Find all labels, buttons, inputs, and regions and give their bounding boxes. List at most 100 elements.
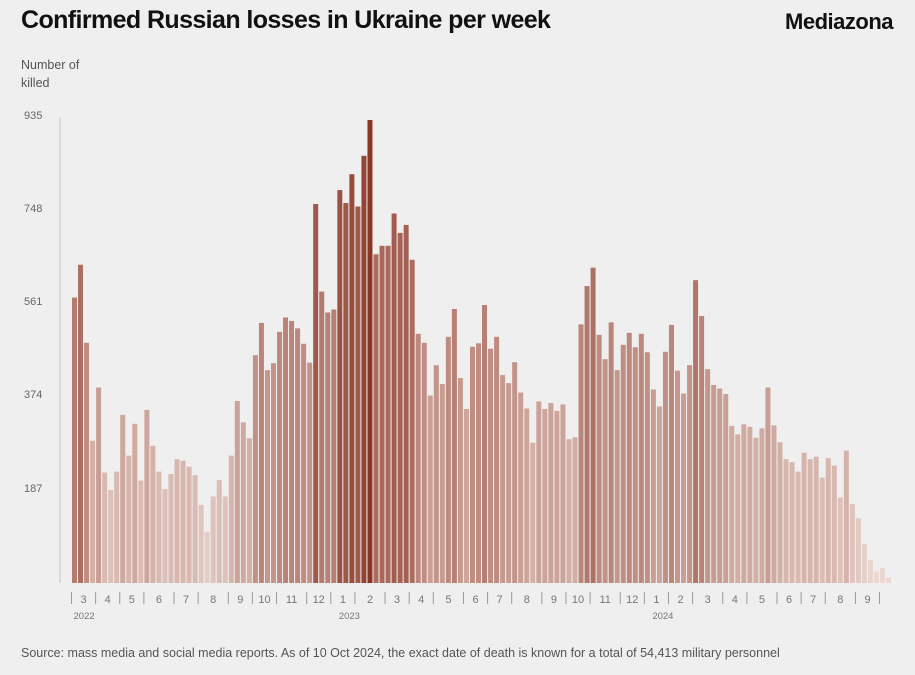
bar-week-22	[198, 504, 204, 583]
bar-week-130	[849, 503, 855, 583]
bar-week-85	[578, 324, 584, 583]
bar-week-114	[753, 437, 759, 583]
bar-week-125	[819, 477, 825, 583]
bar-week-79	[542, 408, 548, 583]
bar-week-60	[427, 395, 433, 583]
bar-week-30	[246, 438, 252, 583]
bar-week-67	[469, 346, 475, 583]
y-tick-label: 187	[24, 483, 43, 495]
bar-week-91	[614, 370, 620, 583]
bar-week-98	[656, 406, 662, 583]
bar-week-80	[548, 402, 554, 583]
bar-week-31	[252, 355, 258, 583]
x-tick-label: 8	[210, 594, 216, 606]
bar-week-113	[747, 426, 753, 583]
bar-week-51	[373, 254, 379, 583]
bar-week-72	[500, 375, 506, 583]
bar-week-33	[264, 370, 270, 583]
x-tick-label: 12	[626, 594, 638, 606]
bar-week-52	[379, 245, 385, 583]
bar-week-115	[759, 428, 765, 583]
bar-week-102	[681, 393, 687, 583]
x-tick-label: 9	[864, 594, 870, 606]
bar-week-111	[735, 434, 741, 583]
bar-week-103	[687, 365, 693, 583]
bar-week-70	[488, 348, 494, 583]
bar-week-23	[204, 531, 210, 583]
x-tick-label: 3	[394, 594, 400, 606]
bar-week-126	[825, 458, 831, 583]
bar-week-101	[675, 370, 680, 583]
bar-week-44	[331, 309, 337, 583]
bar-week-82	[560, 404, 566, 583]
bar-week-88	[596, 334, 602, 583]
bar-week-12	[138, 480, 144, 583]
x-tick-label: 9	[551, 594, 557, 606]
bar-week-2	[78, 264, 84, 583]
x-tick-label: 8	[524, 594, 530, 606]
x-tick-label: 5	[129, 594, 135, 606]
x-tick-label: 4	[105, 594, 111, 606]
bar-week-71	[494, 336, 500, 583]
x-tick-label: 11	[286, 594, 297, 606]
bar-week-105	[699, 315, 705, 583]
bar-week-40	[307, 362, 313, 583]
bar-week-120	[789, 462, 795, 583]
bar-week-47	[349, 174, 355, 583]
bar-week-133	[867, 560, 873, 583]
bar-week-62	[439, 384, 445, 583]
bar-week-86	[584, 286, 590, 583]
bar-week-134	[873, 571, 879, 583]
x-tick-label: 3	[81, 594, 87, 606]
bar-week-27	[228, 455, 234, 583]
bar-week-106	[705, 369, 711, 583]
bar-week-36	[283, 317, 289, 583]
bar-week-65	[457, 378, 463, 583]
bar-week-76	[524, 408, 530, 583]
bar-week-97	[650, 389, 656, 583]
bar-week-5	[96, 387, 102, 583]
bar-week-69	[482, 304, 488, 583]
bar-week-15	[156, 471, 162, 583]
bar-week-39	[301, 343, 307, 583]
bar-week-87	[590, 267, 596, 583]
bar-week-28	[234, 400, 240, 583]
bar-week-54	[391, 213, 397, 584]
x-tick-label: 2	[677, 594, 683, 606]
bar-week-14	[150, 445, 156, 583]
bar-week-49	[361, 155, 367, 584]
bar-week-118	[777, 442, 783, 583]
bar-week-13	[144, 409, 150, 583]
bar-week-92	[620, 344, 626, 583]
bar-week-74	[512, 362, 518, 583]
bar-week-21	[192, 475, 198, 583]
bar-week-24	[210, 496, 216, 583]
bar-week-117	[771, 425, 777, 583]
bar-week-99	[662, 351, 668, 583]
x-tick-label: 6	[472, 594, 478, 606]
bar-week-42	[319, 291, 325, 583]
y-tick-label: 748	[24, 203, 43, 215]
bar-week-132	[861, 544, 867, 583]
bar-week-56	[403, 224, 409, 583]
bar-week-127	[831, 465, 837, 583]
bar-week-135	[880, 568, 886, 583]
bar-week-73	[506, 383, 512, 583]
x-tick-label: 7	[810, 594, 816, 606]
bar-week-19	[180, 460, 186, 583]
bar-chart: 3 4 5 6 7 8 9 10 11 12 1 2 3 4 5 6 7 8 9 10 11 12 1 2 3 4 5 6 7 8 9202…	[59, 118, 892, 622]
bar-week-66	[463, 408, 469, 583]
x-tick-label: 7	[183, 594, 189, 606]
bar-week-17	[168, 474, 174, 583]
x-tick-label: 4	[732, 594, 738, 606]
bar-week-10	[126, 455, 132, 583]
source-note: Source: mass media and social media repo…	[21, 646, 780, 660]
bar-week-124	[813, 456, 819, 583]
bar-week-107	[711, 385, 717, 583]
y-tick-label: 935	[24, 110, 43, 122]
x-tick-label: 1	[340, 594, 346, 606]
y-tick-label: 561	[24, 296, 43, 308]
bar-week-45	[337, 190, 343, 584]
bar-week-93	[626, 332, 632, 583]
bar-week-32	[258, 322, 264, 583]
